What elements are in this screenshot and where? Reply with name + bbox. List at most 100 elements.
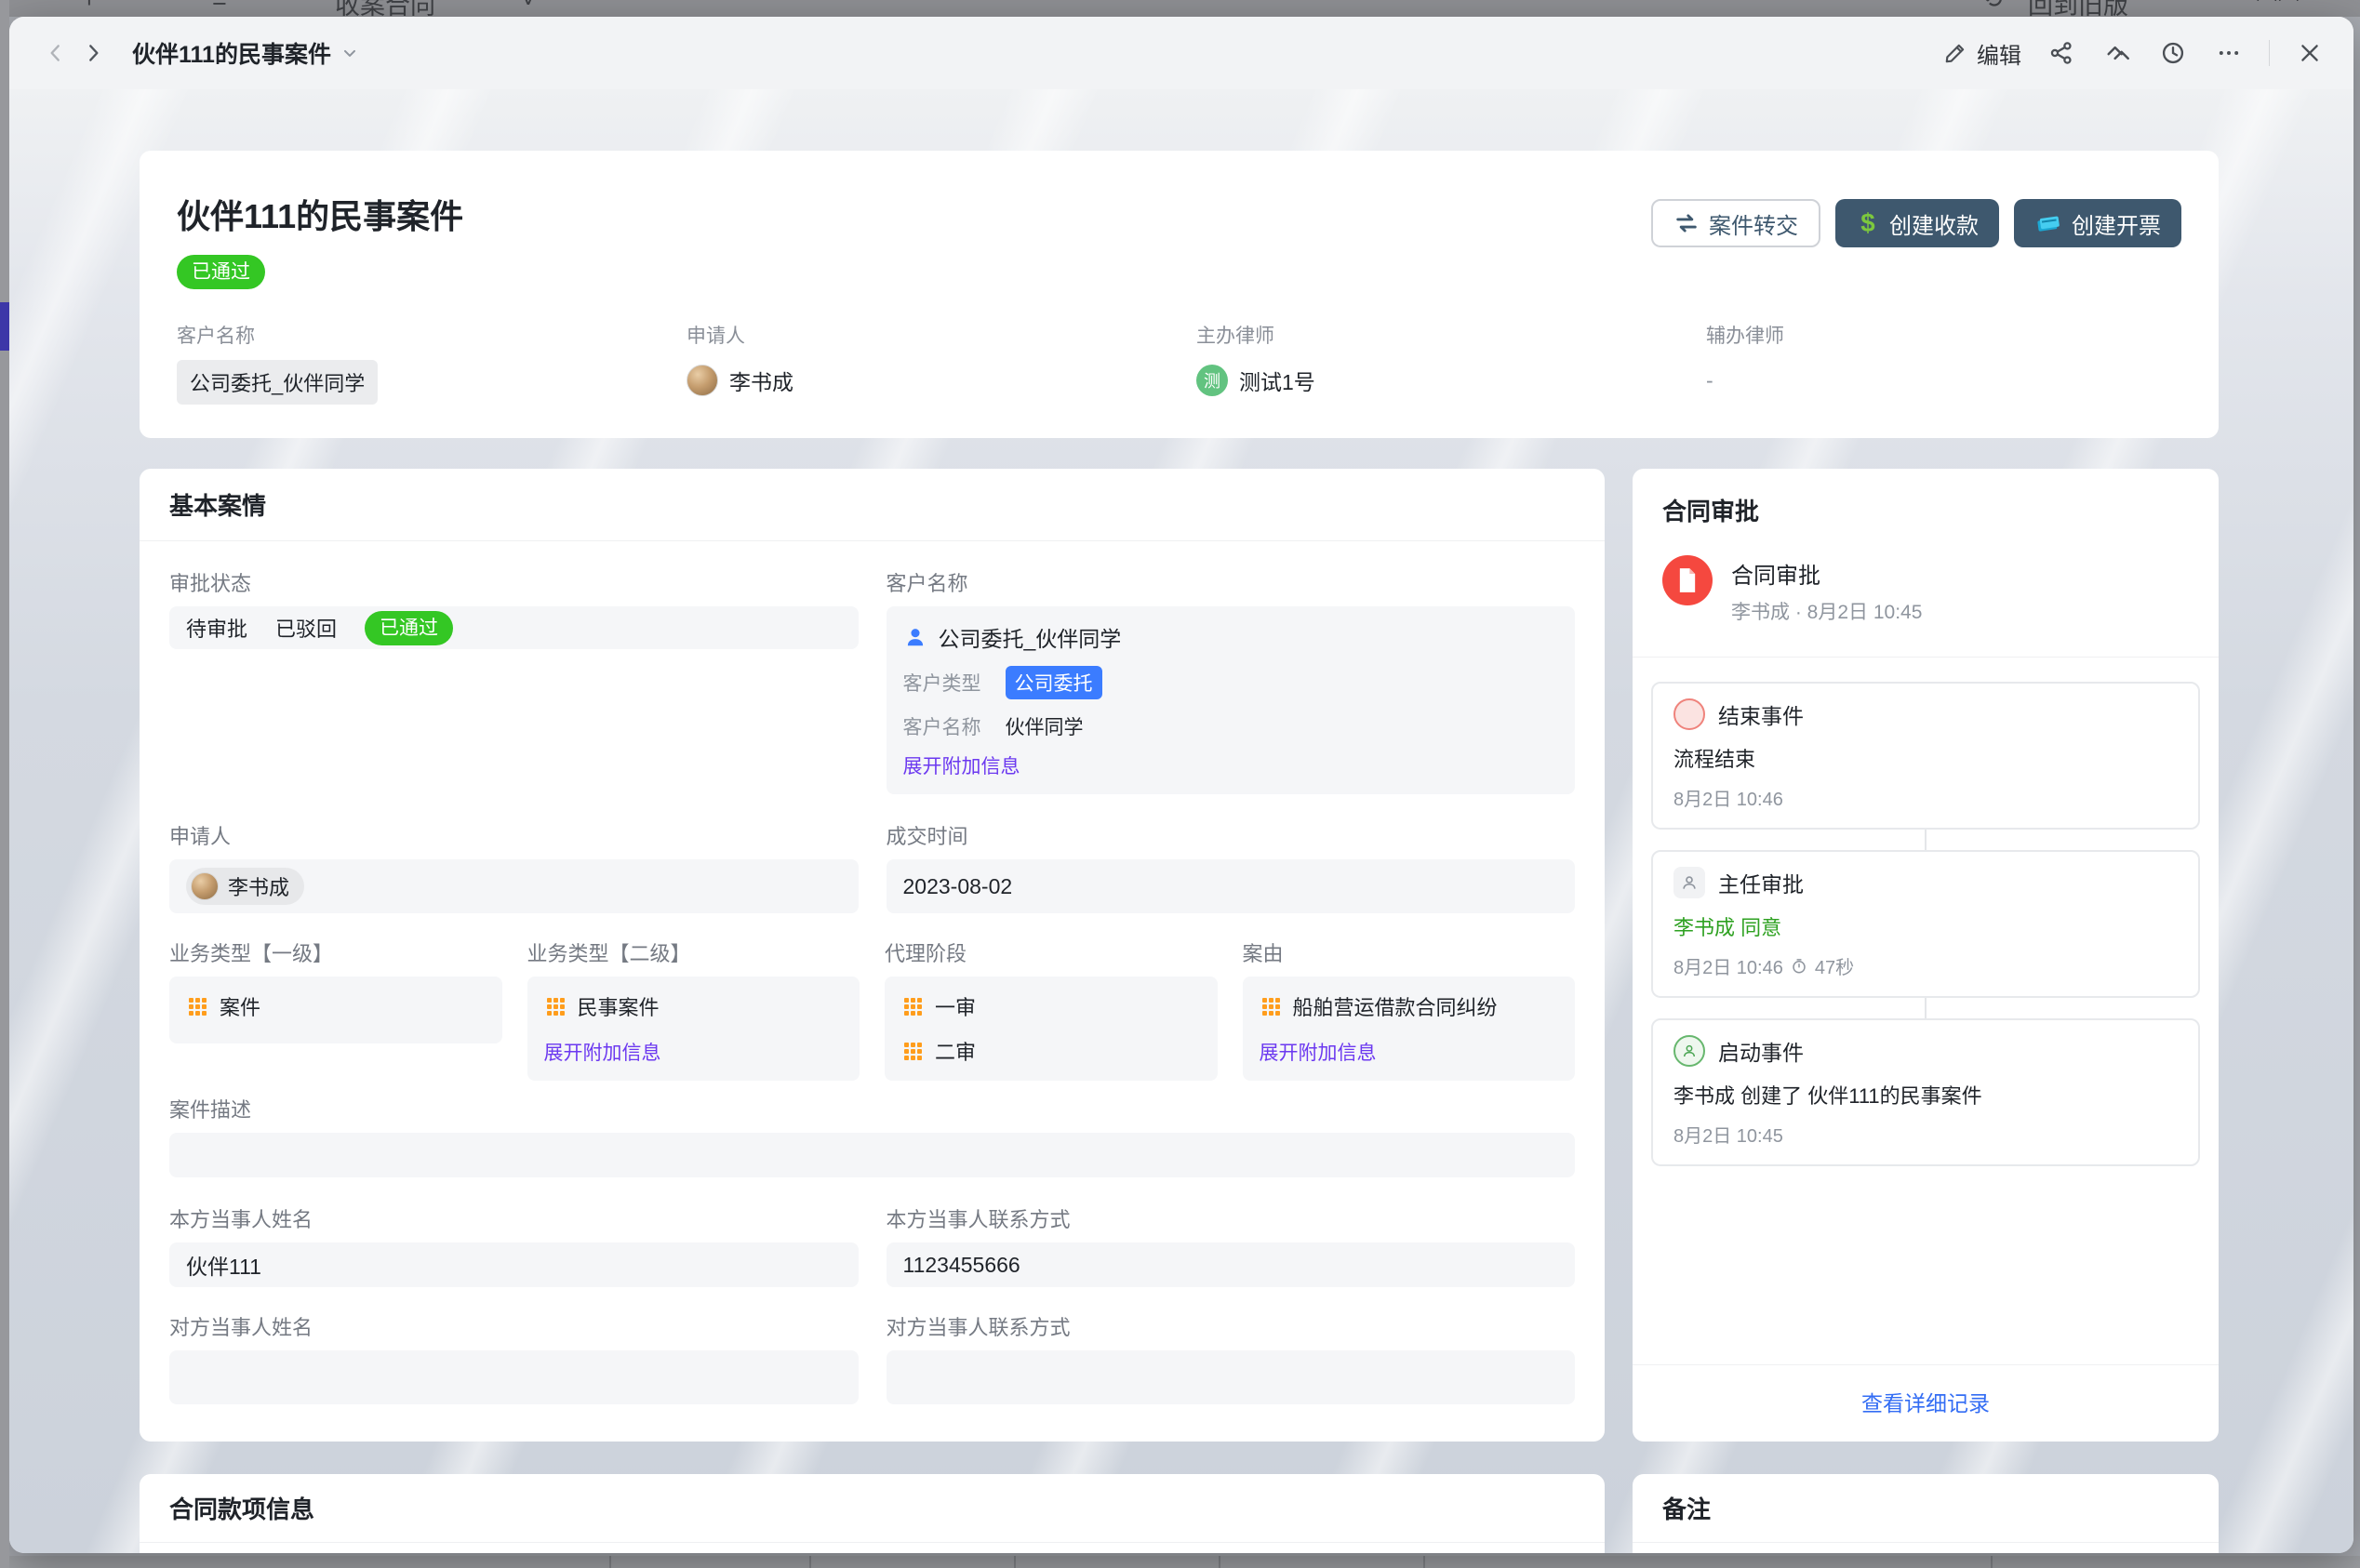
- deal-date-box[interactable]: 2023-08-02: [886, 859, 1575, 914]
- field-our-party-contact: 本方当事人联系方式 1123455666: [886, 1203, 1575, 1288]
- approval-status-box[interactable]: 待审批 已驳回 已通过: [169, 606, 859, 650]
- history-back-icon: ⟲: [1981, 0, 2003, 14]
- pencil-icon: [1945, 44, 1965, 63]
- field-label: 申请人: [169, 825, 232, 849]
- create-receipt-button[interactable]: $ 创建收款: [1835, 199, 1999, 247]
- other-party-name-box[interactable]: [169, 1350, 859, 1405]
- record-header-fields: 客户名称 公司委托_伙伴同学 申请人 李书成 主办律师: [177, 321, 2181, 405]
- grid-icon: [546, 998, 565, 1017]
- status-badge: 已通过: [177, 255, 265, 290]
- field-label: 案件描述: [169, 1098, 252, 1123]
- field-label: 业务类型【一级】: [169, 942, 334, 966]
- chevron-right-icon: [89, 45, 99, 61]
- timeline-event-start: 启动事件 李书成 创建了 伙伴111的民事案件 8月2日 10:45: [1651, 1018, 2200, 1167]
- ticket-icon: [2037, 216, 2060, 232]
- field-deal-date: 成交时间 2023-08-02: [886, 820, 1575, 914]
- contract-approval-panel: 合同审批 合同审批 李书成 · 8月2日 10:45: [1633, 469, 2219, 1442]
- customer-type-row: 客户类型 公司委托: [903, 666, 1559, 700]
- event-time: 8月2日 10:46: [1673, 958, 1783, 979]
- event-time: 8月2日 10:45: [1673, 1126, 1783, 1148]
- customer-box[interactable]: 公司委托_伙伴同学 客户类型 公司委托 客户名称 伙伴同: [886, 606, 1575, 795]
- transfer-arrows-icon: [1676, 214, 1697, 233]
- expand-extra-info-link[interactable]: 展开附加信息: [1259, 1043, 1377, 1065]
- timeline-connector: [1925, 998, 1927, 1019]
- share-button[interactable]: [2046, 37, 2077, 69]
- modal-body: 伙伴111的民事案件 已通过 案件转交 $ 创建收款: [9, 89, 2353, 1553]
- field-biz-level2: 业务类型【二级】 民事案件 展开附加信息: [527, 937, 860, 1082]
- biz-level2-box[interactable]: 民事案件 展开附加信息: [527, 977, 860, 1082]
- event-body: 流程结束: [1673, 748, 1756, 772]
- option-rejected[interactable]: 已驳回: [275, 618, 338, 642]
- approval-panel-title: 合同审批: [1662, 498, 1760, 526]
- close-button[interactable]: [2294, 37, 2326, 69]
- header-field-applicant: 申请人 李书成: [687, 321, 1196, 405]
- other-party-contact-box[interactable]: [886, 1350, 1575, 1405]
- field-stage: 代理阶段 一审 二审: [885, 937, 1218, 1082]
- applicant-box[interactable]: 李书成: [169, 859, 859, 914]
- contract-payment-title: 合同款项信息: [140, 1474, 1605, 1544]
- record-header-card: 伙伴111的民事案件 已通过 案件转交 $ 创建收款: [140, 151, 2219, 439]
- field-approval-status: 审批状态 待审批 已驳回 已通过: [169, 567, 859, 650]
- more-button[interactable]: [2213, 37, 2245, 69]
- grid-icon: [904, 998, 922, 1017]
- field-our-party-name: 本方当事人姓名 伙伴111: [169, 1203, 859, 1288]
- our-party-name-box[interactable]: 伙伴111: [169, 1242, 859, 1288]
- expand-extra-info-link[interactable]: 展开附加信息: [902, 756, 1020, 778]
- record-title: 伙伴111的民事案件: [177, 197, 464, 235]
- description-box[interactable]: [169, 1133, 1575, 1178]
- share-icon: [2050, 42, 2072, 64]
- our-party-contact-box[interactable]: 1123455666: [886, 1242, 1575, 1288]
- stage-item-1: 一审: [935, 996, 977, 1020]
- cause-item: 船舶营运借款合同纠纷: [1292, 996, 1498, 1020]
- biz-level1-item: 案件: [220, 996, 261, 1020]
- avatar-group: ◠◠: [2256, 0, 2300, 14]
- history-button[interactable]: [2157, 37, 2189, 69]
- back-to-old-label: 回到旧版: [2028, 0, 2128, 17]
- record-actions: 案件转交 $ 创建收款 创建开票: [1651, 199, 2181, 247]
- notes-card: 备注 暂无评论: [1633, 1474, 2219, 1553]
- biz-level1-box[interactable]: 案件: [169, 977, 502, 1044]
- edit-button[interactable]: 编辑: [1943, 37, 2021, 70]
- modal-title[interactable]: 伙伴111的民事案件: [132, 36, 359, 70]
- grid-icon: [189, 998, 207, 1017]
- doc-glyph: [1679, 568, 1696, 593]
- plus-icon: +: [82, 0, 97, 14]
- contract-payment-card: 合同款项信息 律师费 15000 元 收款状态: [140, 1474, 1605, 1553]
- expand-extra-info-link[interactable]: 展开附加信息: [543, 1043, 661, 1065]
- case-transfer-button[interactable]: 案件转交: [1651, 199, 1820, 247]
- applicant-name: 李书成: [228, 876, 290, 900]
- expand-record-button[interactable]: [2101, 37, 2133, 69]
- modal-header-actions: 编辑: [1943, 37, 2326, 70]
- option-approved-selected[interactable]: 已通过: [365, 610, 454, 645]
- cause-box[interactable]: 船舶营运借款合同纠纷 展开附加信息: [1242, 977, 1575, 1082]
- applicant-chip[interactable]: 李书成: [186, 868, 305, 906]
- forward-button[interactable]: [74, 34, 112, 72]
- person-outline-glyph: [1684, 1045, 1695, 1057]
- header-divider: [2269, 40, 2270, 66]
- field-label: 对方当事人联系方式: [886, 1316, 1071, 1340]
- timeline-event-end: 结束事件 流程结束 8月2日 10:46: [1651, 682, 2200, 831]
- grid-icon: [1261, 998, 1280, 1017]
- view-detail-log-link[interactable]: 查看详细记录: [1861, 1391, 1990, 1416]
- notes-empty-state: 暂无评论: [1633, 1543, 2219, 1553]
- customer-name-label: 客户名称: [902, 717, 981, 739]
- event-body: 李书成 同意: [1673, 916, 1782, 940]
- approval-flow-meta: 李书成 · 8月2日 10:45: [1731, 602, 1923, 624]
- background-tab-label: 收案合同: [335, 0, 435, 17]
- create-invoice-button[interactable]: 创建开票: [2014, 199, 2181, 247]
- approval-head-item[interactable]: 合同审批 李书成 · 8月2日 10:45: [1633, 527, 2219, 657]
- option-pending[interactable]: 待审批: [186, 618, 248, 642]
- end-event-icon: [1673, 698, 1705, 731]
- ellipsis-icon: [2219, 51, 2239, 55]
- stage-box[interactable]: 一审 二审: [885, 977, 1218, 1082]
- field-label: 审批状态: [169, 572, 252, 596]
- our-party-name-value: 伙伴111: [186, 1255, 261, 1280]
- our-party-contact-value: 1123455666: [902, 1252, 1020, 1277]
- customer-tag[interactable]: 公司委托_伙伴同学: [177, 360, 379, 405]
- event-duration: 47秒: [1814, 958, 1855, 979]
- back-button[interactable]: [37, 34, 74, 72]
- dollar-icon: $: [1860, 209, 1874, 237]
- clock-icon: [2162, 42, 2184, 64]
- chevron-left-icon: [50, 45, 60, 61]
- modal-header: 伙伴111的民事案件 编辑: [9, 17, 2353, 89]
